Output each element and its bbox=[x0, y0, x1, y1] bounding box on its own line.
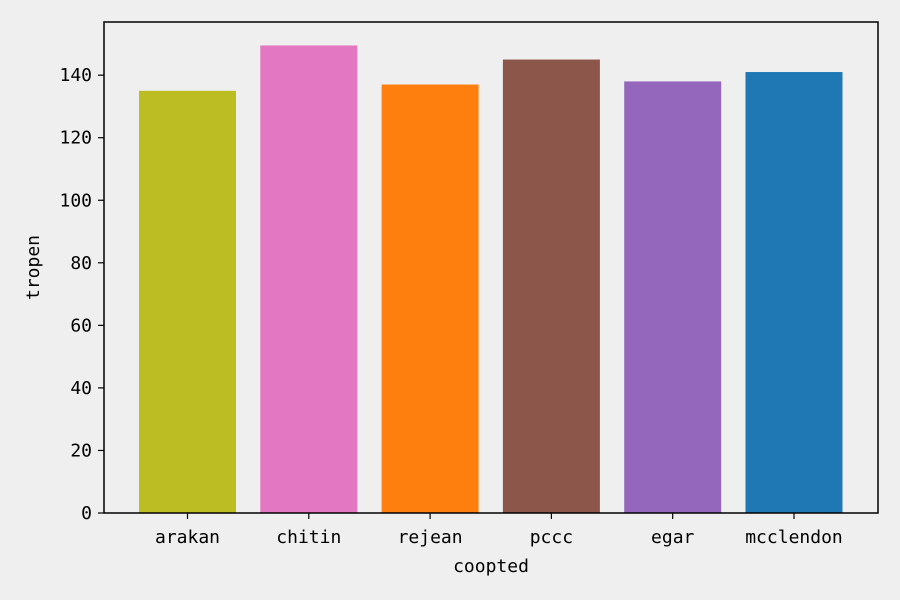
bar-mcclendon bbox=[745, 72, 843, 514]
x-tick-label: egar bbox=[651, 527, 695, 548]
y-tick-label: 120 bbox=[59, 128, 92, 149]
plot-frame bbox=[103, 21, 879, 514]
x-tick-label: rejean bbox=[398, 527, 463, 548]
y-tick-label: 40 bbox=[70, 378, 92, 399]
x-tick-label: arakan bbox=[155, 527, 220, 548]
y-tick-label: 60 bbox=[70, 315, 92, 336]
bar-egar bbox=[624, 81, 722, 513]
y-tick-label: 100 bbox=[59, 190, 92, 211]
y-tick-label: 0 bbox=[81, 503, 92, 524]
x-tick-label: pccc bbox=[530, 527, 573, 548]
bar-chitin bbox=[260, 45, 358, 513]
y-axis-title: tropen bbox=[23, 235, 44, 300]
y-axis: 0 20 40 60 80 100 120 140 bbox=[59, 65, 104, 524]
x-axis-title: coopted bbox=[453, 556, 529, 577]
bar-rejean bbox=[381, 84, 479, 514]
bar-pccc bbox=[502, 59, 600, 514]
bar-arakan bbox=[139, 90, 236, 513]
y-tick-label: 80 bbox=[70, 253, 92, 274]
bars-group bbox=[139, 45, 843, 514]
x-tick-label: mcclendon bbox=[745, 527, 843, 548]
x-axis: arakan chitin rejean pccc egar mcclendon bbox=[155, 513, 843, 548]
y-tick-label: 20 bbox=[70, 440, 92, 461]
x-tick-label: chitin bbox=[276, 527, 341, 548]
y-tick-label: 140 bbox=[59, 65, 92, 86]
